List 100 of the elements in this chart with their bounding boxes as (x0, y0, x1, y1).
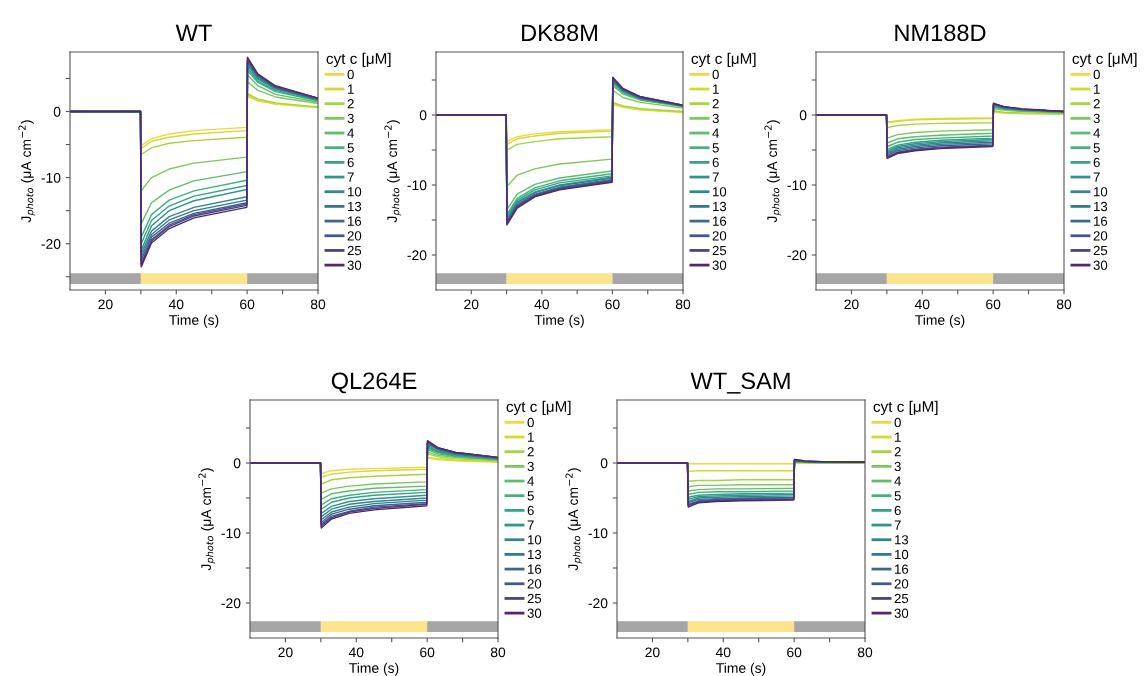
legend-label: 5 (1093, 143, 1100, 153)
legend-label: 7 (712, 172, 719, 182)
legend-label: 3 (894, 461, 901, 472)
legend-label: 0 (712, 69, 719, 80)
legend-label: 4 (712, 128, 719, 138)
legend-title: cyt c [μM] (326, 52, 391, 68)
x-tick-label: 80 (857, 647, 873, 658)
legend-label: 13 (348, 201, 362, 212)
legend-label: 5 (347, 143, 354, 153)
legend-label: 20 (1093, 231, 1108, 241)
legend-label: 16 (895, 564, 909, 574)
legend-label: 3 (1093, 113, 1100, 124)
legend-label: 10 (528, 535, 542, 545)
legend-label: 16 (713, 216, 727, 226)
legend-label: 30 (1093, 260, 1108, 270)
legend-label: 25 (1093, 245, 1108, 256)
x-axis-title: Time (s) (534, 314, 584, 328)
x-tick-label: 80 (310, 299, 326, 310)
legend-label: 1 (528, 432, 534, 442)
legend-label: 3 (527, 461, 534, 472)
y-tick-label: 0 (53, 106, 61, 117)
x-tick-label: 20 (464, 299, 479, 310)
legend-label: 1 (348, 84, 354, 94)
legend-label: 10 (348, 187, 362, 197)
chart-title: NM188D (895, 24, 986, 42)
legend-label: 0 (1093, 69, 1100, 80)
x-axis-title: Time (s) (915, 314, 965, 328)
legend-label: 1 (1094, 84, 1100, 94)
x-tick-label: 60 (605, 299, 620, 310)
legend-label: 25 (894, 593, 909, 604)
legend-label: 16 (528, 564, 542, 574)
x-tick-label: 20 (278, 647, 293, 658)
y-tick-label: 0 (600, 458, 608, 469)
x-tick-label: 60 (986, 299, 1001, 310)
legend-label: 3 (712, 113, 719, 124)
legend-label: 13 (1094, 201, 1108, 212)
x-tick-label: 40 (715, 647, 731, 658)
x-axis-title: Time (s) (349, 662, 399, 676)
chart-title: WT (175, 24, 212, 41)
legend-label: 30 (712, 260, 727, 270)
x-axis-title: Time (s) (716, 662, 766, 676)
legend-label: 4 (527, 476, 534, 486)
legend-label: 20 (894, 579, 909, 589)
y-tick-label: -10 (787, 180, 807, 191)
x-tick-label: 60 (240, 299, 255, 310)
legend-label: 25 (347, 245, 362, 256)
legend-label: 16 (1094, 216, 1108, 226)
legend-label: 25 (712, 245, 727, 256)
legend-label: 0 (527, 417, 534, 428)
legend-label: 16 (348, 216, 362, 226)
y-axis-title: J$_{photo}$ (μA cm$^{−2}$) (18, 120, 36, 223)
x-tick-label: 40 (534, 299, 550, 310)
y-tick-label: -10 (41, 172, 61, 183)
y-tick-label: 0 (233, 458, 241, 469)
x-tick-label: 40 (914, 299, 930, 310)
legend-label: 4 (1093, 128, 1100, 138)
legend-label: 6 (1093, 157, 1100, 168)
legend-label: 2 (894, 447, 901, 457)
legend-label: 10 (1094, 187, 1108, 197)
y-tick-label: -10 (588, 528, 608, 539)
y-axis-title: J$_{photo}$ (μA cm$^{−2}$) (384, 120, 402, 223)
legend-label: 6 (712, 157, 719, 168)
y-tick-label: -20 (221, 598, 241, 609)
x-tick-label: 80 (1056, 299, 1072, 310)
y-tick-label: -20 (787, 250, 807, 261)
legend-title: cyt c [μM] (1072, 52, 1137, 68)
legend-label: 0 (347, 69, 354, 80)
x-tick-label: 40 (168, 299, 184, 310)
legend-label: 6 (527, 505, 534, 516)
x-tick-label: 60 (420, 647, 435, 658)
y-axis-title: J$_{photo}$ (μA cm$^{−2}$) (198, 468, 216, 571)
legend-label: 13 (528, 549, 542, 560)
y-axis-title: J$_{photo}$ (μA cm$^{−2}$) (764, 120, 782, 223)
legend-label: 6 (894, 505, 901, 516)
legend-label: 5 (894, 491, 901, 501)
y-tick-label: -10 (407, 180, 427, 191)
y-tick-label: -20 (41, 239, 61, 249)
y-tick-label: -10 (221, 528, 241, 539)
chart-title: DK88M (522, 24, 597, 42)
y-tick-label: -20 (407, 250, 427, 261)
x-tick-label: 60 (787, 647, 802, 658)
legend-label: 10 (895, 549, 909, 560)
legend-label: 1 (895, 432, 901, 442)
legend-label: 7 (347, 172, 354, 182)
legend-label: 4 (894, 476, 901, 486)
legend-label: 3 (347, 113, 354, 124)
legend-label: 13 (895, 535, 909, 545)
x-tick-label: 20 (645, 647, 660, 658)
chart-title: WT_SAM (690, 372, 790, 394)
legend-label: 2 (347, 99, 354, 109)
legend-label: 30 (894, 608, 909, 618)
legend-label: 5 (712, 143, 719, 153)
legend-label: 2 (527, 447, 534, 457)
legend-label: 7 (1093, 172, 1100, 182)
legend-label: 7 (527, 520, 534, 530)
x-tick-label: 20 (98, 299, 113, 310)
legend-label: 1 (713, 84, 719, 94)
y-tick-label: 0 (799, 110, 807, 121)
legend-label: 6 (347, 157, 354, 168)
legend-label: 20 (712, 231, 727, 241)
